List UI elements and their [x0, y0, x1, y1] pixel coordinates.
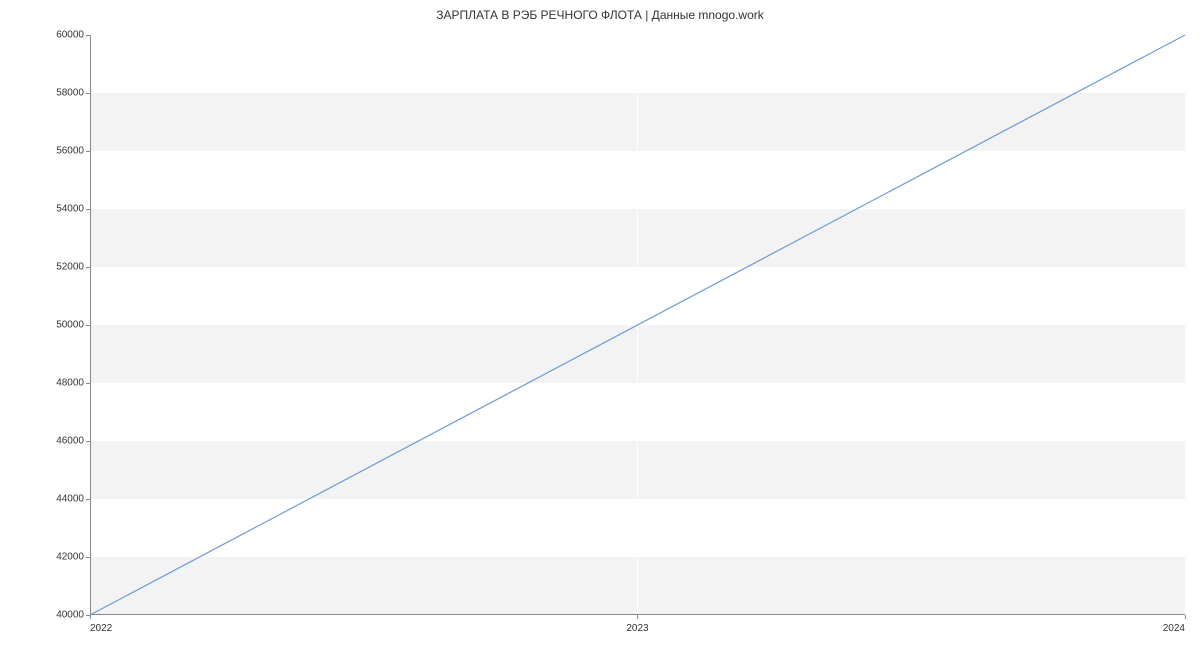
y-tick-label: 60000	[56, 30, 84, 41]
line-layer	[90, 35, 1185, 615]
y-tick-label: 46000	[56, 436, 84, 447]
plot-area: 4000042000440004600048000500005200054000…	[90, 35, 1185, 615]
y-tick-label: 42000	[56, 552, 84, 563]
x-tick-label: 2023	[626, 623, 648, 634]
x-tick-label: 2022	[90, 623, 112, 634]
series-salary	[90, 35, 1185, 615]
y-tick-label: 50000	[56, 320, 84, 331]
x-tick-label: 2024	[1163, 623, 1185, 634]
chart-title: ЗАРПЛАТА В РЭБ РЕЧНОГО ФЛОТА | Данные mn…	[0, 8, 1200, 22]
y-tick-label: 52000	[56, 262, 84, 273]
y-tick-label: 44000	[56, 494, 84, 505]
x-tick-mark	[637, 615, 638, 619]
y-tick-label: 54000	[56, 204, 84, 215]
y-tick-label: 40000	[56, 610, 84, 621]
x-tick-mark	[90, 615, 91, 619]
y-tick-label: 58000	[56, 88, 84, 99]
salary-line-chart: ЗАРПЛАТА В РЭБ РЕЧНОГО ФЛОТА | Данные mn…	[0, 0, 1200, 650]
x-tick-mark	[1185, 615, 1186, 619]
y-tick-label: 56000	[56, 146, 84, 157]
y-tick-label: 48000	[56, 378, 84, 389]
